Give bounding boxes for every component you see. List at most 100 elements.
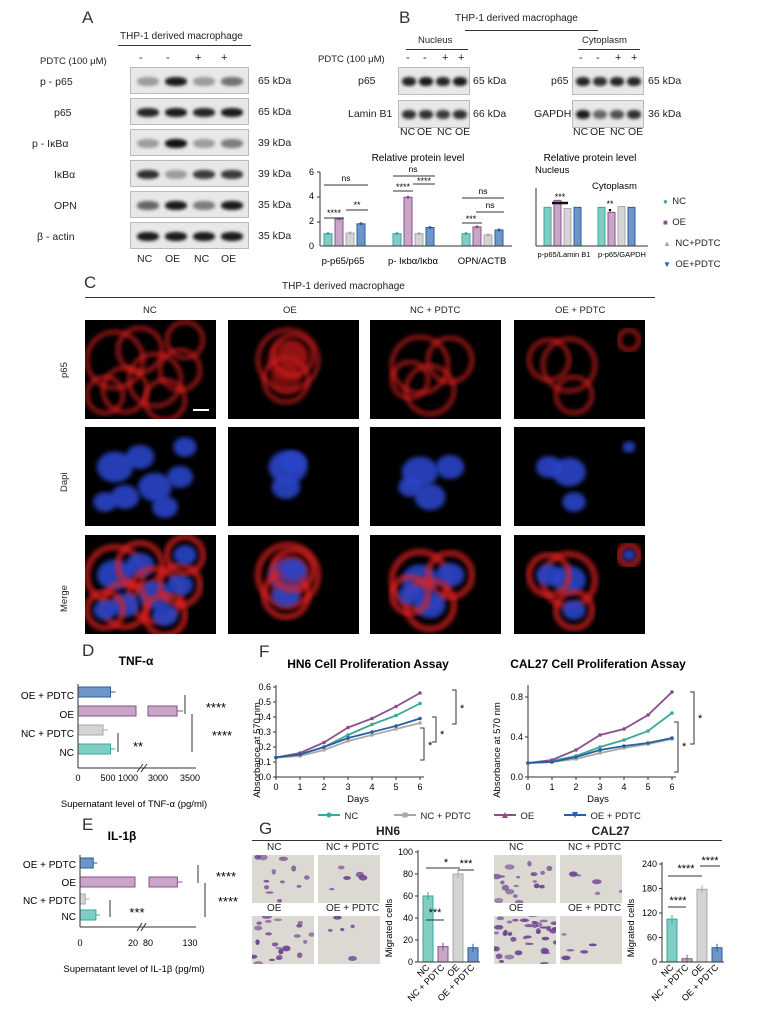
lane-label: OE bbox=[165, 253, 181, 265]
bar bbox=[79, 876, 136, 888]
rel-ytick: 4 bbox=[309, 191, 314, 201]
cell-drawing bbox=[255, 542, 321, 620]
stained-cells bbox=[328, 916, 357, 962]
p65-signal bbox=[271, 333, 315, 377]
lane-label: NC bbox=[194, 253, 210, 265]
bar-ncpdtc bbox=[563, 207, 572, 247]
bar-nc bbox=[323, 233, 333, 247]
legend-label: NC + PDTC bbox=[420, 811, 471, 822]
cell-drawing bbox=[84, 534, 206, 638]
il-cat: OE bbox=[62, 878, 77, 889]
data-point bbox=[622, 738, 626, 742]
il-title: IL-1β bbox=[108, 829, 137, 843]
stained-cells bbox=[254, 855, 310, 903]
cell-mark bbox=[568, 871, 578, 877]
row-label: Dapi bbox=[59, 472, 70, 492]
cell-mark bbox=[505, 888, 515, 895]
blot-row-label: p - p65 bbox=[40, 76, 73, 88]
cell-mark bbox=[500, 880, 505, 885]
nucleus-signal bbox=[435, 562, 465, 588]
data-point bbox=[370, 722, 374, 727]
sig-bracket bbox=[432, 716, 437, 743]
sig-annotation: ns bbox=[409, 164, 418, 174]
sig-annotation: *** bbox=[429, 907, 443, 919]
g-hn6-ylabel: Migrated cells bbox=[384, 898, 395, 957]
p65-signal bbox=[158, 348, 202, 392]
sig-annotation: **** bbox=[206, 700, 226, 715]
ytick-label: 20 bbox=[403, 935, 413, 945]
tnf-cat: OE + PDTC bbox=[21, 691, 74, 702]
p65-signal bbox=[279, 341, 307, 369]
fluorescence-image bbox=[514, 320, 645, 419]
xtick-label: 1 bbox=[297, 782, 302, 792]
cell-mark bbox=[264, 920, 272, 923]
migration-image bbox=[560, 916, 622, 964]
blot-band bbox=[453, 110, 467, 119]
blot-band bbox=[165, 76, 187, 86]
cell-mark bbox=[255, 939, 260, 945]
data-point bbox=[646, 729, 650, 733]
blot-kda: 65 kDa bbox=[473, 75, 507, 87]
migration-image bbox=[252, 916, 314, 964]
migration-image bbox=[318, 855, 380, 903]
cell-mark bbox=[528, 916, 537, 918]
bar-oe bbox=[334, 218, 344, 247]
stained-cells bbox=[561, 933, 597, 961]
legend-item: NC bbox=[318, 806, 358, 824]
nucleus-signal bbox=[167, 466, 193, 488]
sig-annotation: **** bbox=[327, 208, 342, 218]
cell-mark bbox=[561, 933, 567, 936]
data-point bbox=[370, 716, 374, 721]
blot-band bbox=[419, 77, 433, 86]
p65-signal bbox=[165, 320, 205, 360]
blot-strip bbox=[130, 67, 249, 94]
blot-band bbox=[193, 76, 215, 86]
bar-ncpdtc bbox=[617, 206, 626, 247]
cell-mark bbox=[513, 894, 518, 898]
blot-band bbox=[453, 77, 467, 86]
cell-mark bbox=[502, 931, 508, 936]
cell-mark bbox=[278, 948, 284, 955]
cell-mark bbox=[522, 936, 528, 940]
cal27-rule bbox=[492, 840, 722, 841]
blot-strip bbox=[572, 67, 644, 95]
cell-mark bbox=[551, 927, 556, 930]
data-point bbox=[370, 733, 374, 737]
il-cat: OE + PDTC bbox=[23, 860, 76, 871]
lane-label: OE bbox=[221, 253, 237, 265]
ytick-label: 240 bbox=[642, 859, 657, 869]
legend-swatch bbox=[318, 812, 340, 818]
p65-signal bbox=[389, 574, 431, 616]
nucleus-signal bbox=[622, 441, 636, 453]
lane-label: NC bbox=[400, 126, 416, 138]
ytick-label: 120 bbox=[642, 908, 657, 918]
lane-label: NC bbox=[437, 126, 453, 138]
axis-break bbox=[136, 922, 147, 932]
blot-band bbox=[165, 107, 187, 117]
blot-band bbox=[221, 231, 243, 241]
fluorescence-image bbox=[228, 320, 359, 419]
data-point bbox=[526, 761, 530, 765]
p65-signal bbox=[404, 364, 456, 416]
stained-cells bbox=[494, 916, 556, 964]
cell-mark bbox=[591, 879, 602, 885]
ytick-label: 0.4 bbox=[258, 712, 271, 722]
rel-ytick: 0 bbox=[309, 241, 314, 251]
bar bbox=[148, 876, 178, 888]
il-xtick: 130 bbox=[182, 938, 197, 948]
relative-protein-chart: Relative protein level 0 2 4 6 p-p65/p65… bbox=[309, 153, 512, 267]
sig-bracket bbox=[690, 691, 695, 745]
legend-item: ▲ NC+PDTC bbox=[663, 233, 753, 254]
data-point bbox=[394, 727, 398, 731]
blot-strip bbox=[572, 100, 644, 128]
bar bbox=[77, 686, 111, 698]
migration-image-label: NC bbox=[267, 842, 282, 853]
p65-signal bbox=[403, 578, 457, 632]
sig-annotation: *** bbox=[129, 905, 144, 920]
cell-mark bbox=[540, 961, 549, 964]
cell-mark bbox=[271, 942, 279, 947]
cell-mark bbox=[504, 864, 515, 870]
nuc-chart-nucleus: Nucleus bbox=[535, 165, 570, 176]
cell-mark bbox=[348, 956, 357, 962]
nucleus-signal bbox=[280, 451, 306, 473]
